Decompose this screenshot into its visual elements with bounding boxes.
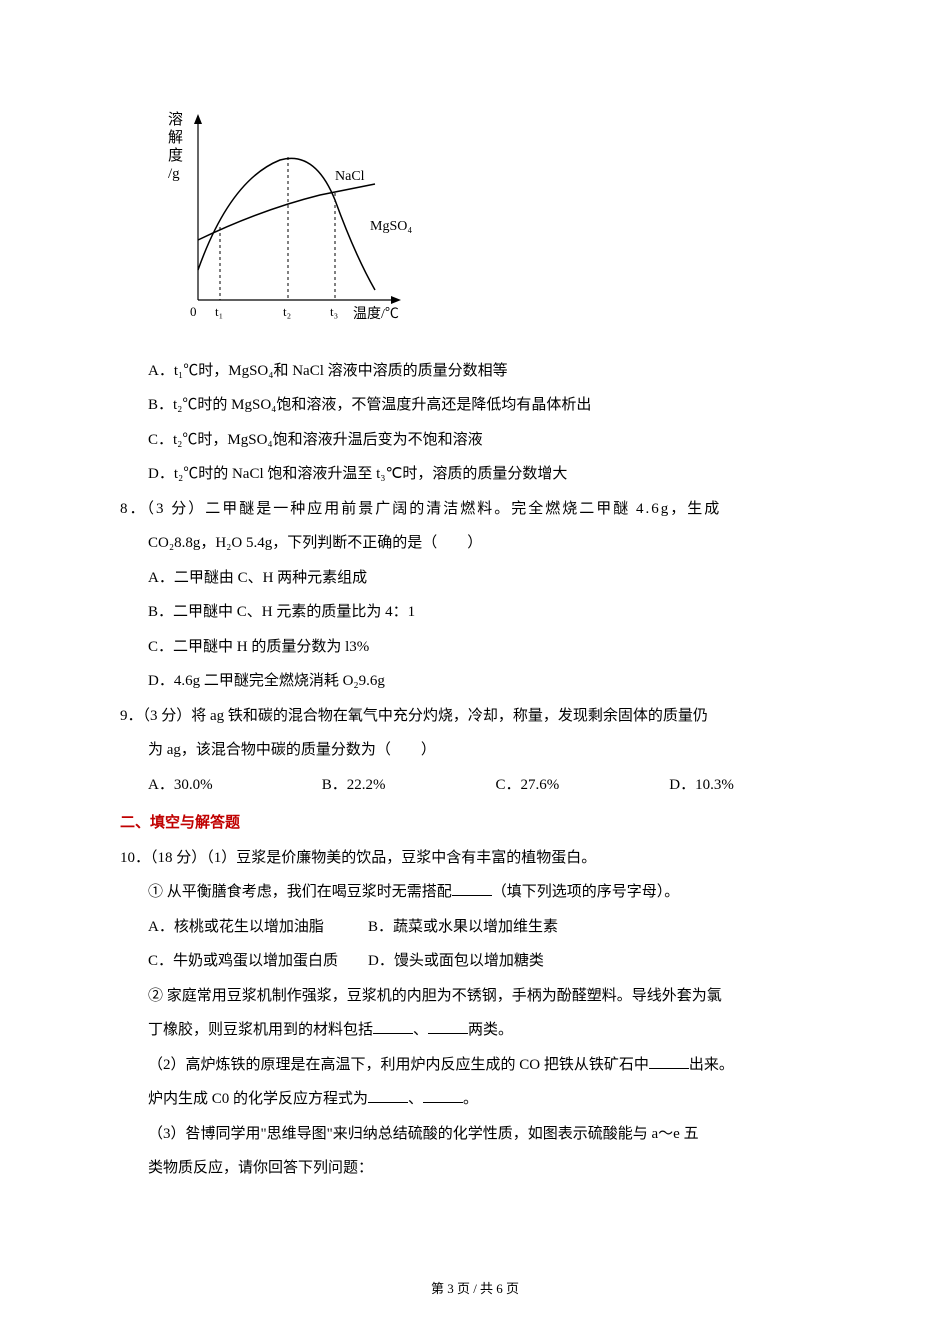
q7-option-a: A．t₁℃时，MgSO₄和 NaCl 溶液中溶质的质量分数相等 bbox=[148, 354, 830, 389]
q9-option-d: D．10.3% bbox=[669, 768, 734, 803]
mgso4-label: MgSO₄ bbox=[370, 219, 412, 234]
q10-blank2 bbox=[373, 1019, 413, 1034]
q10-circ2b-pre: 丁橡胶，则豆浆机用到的材料包括 bbox=[148, 1022, 373, 1038]
q10-circ1-pre: ① 从平衡膳食考虑，我们在喝豆浆时无需搭配 bbox=[148, 884, 452, 900]
q8-stem-line2: CO₂8.8g，H₂O 5.4g，下列判断不正确的是（ ） bbox=[148, 526, 830, 561]
q9-options: A．30.0% B．22.2% C．27.6% D．10.3% bbox=[148, 768, 830, 803]
q10-option-a: A．核桃或花生以增加油脂 bbox=[148, 910, 368, 945]
q8-option-a: A．二甲醚由 C、H 两种元素组成 bbox=[148, 561, 830, 596]
q10-circ1-post: （填下列选项的序号字母）。 bbox=[492, 884, 680, 900]
q7-option-c: C．t₂℃时，MgSO₄饱和溶液升温后变为不饱和溶液 bbox=[148, 423, 830, 458]
q10-circ2b-post: 两类。 bbox=[468, 1022, 513, 1038]
xtick-t1: t₁ bbox=[215, 304, 223, 319]
q10-line1: 10．（18 分）（1）豆浆是价廉物美的饮品，豆浆中含有丰富的植物蛋白。 bbox=[120, 841, 830, 876]
q9-stem-line2: 为 ag，该混合物中碳的质量分数为（ ） bbox=[148, 733, 830, 768]
q10-blank3 bbox=[428, 1019, 468, 1034]
q10-option-c: C．牛奶或鸡蛋以增加蛋白质 bbox=[148, 944, 368, 979]
q8-stem-line1: 8．（3 分）二甲醚是一种应用前景广阔的清洁燃料。完全燃烧二甲醚 4.6g，生成 bbox=[120, 492, 830, 527]
q10-circ2b-mid: 、 bbox=[413, 1022, 428, 1038]
x-arrow bbox=[391, 296, 401, 304]
y-arrow bbox=[194, 114, 202, 124]
solubility-chart: 溶 解 度 /g NaCl MgSO₄ 0 t₁ t₂ t₃ 温度/℃ bbox=[160, 100, 830, 344]
q10-circ2a: ② 家庭常用豆浆机制作强浆，豆浆机的内胆为不锈钢，手柄为酚醛塑料。导线外套为氯 bbox=[148, 979, 830, 1014]
ylabel-char2: 解 bbox=[168, 129, 183, 146]
nacl-label: NaCl bbox=[335, 169, 365, 184]
q7-option-b: B．t₂℃时的 MgSO₄饱和溶液，不管温度升高还是降低均有晶体析出 bbox=[148, 388, 830, 423]
q7-option-d: D．t₂℃时的 NaCl 饱和溶液升温至 t₃℃时，溶质的质量分数增大 bbox=[148, 457, 830, 492]
q10-blank1 bbox=[452, 881, 492, 896]
q10-option-b: B．蔬菜或水果以增加维生素 bbox=[368, 919, 558, 935]
chart-svg: 溶 解 度 /g NaCl MgSO₄ 0 t₁ t₂ t₃ 温度/℃ bbox=[160, 100, 420, 330]
q8-option-c: C．二甲醚中 H 的质量分数为 l3% bbox=[148, 630, 830, 665]
ylabel-char4: /g bbox=[168, 166, 180, 182]
q8-option-b: B．二甲醚中 C、H 元素的质量比为 4：1 bbox=[148, 595, 830, 630]
q10-option-d: D．馒头或面包以增加糖类 bbox=[368, 953, 544, 969]
q10-part3b: 类物质反应，请你回答下列问题： bbox=[148, 1151, 830, 1186]
section-2-header: 二、填空与解答题 bbox=[120, 806, 830, 841]
xtick-t2: t₂ bbox=[283, 304, 291, 319]
q10-part2-pre: （2）高炉炼铁的原理是在高温下，利用炉内反应生成的 CO 把铁从铁矿石中 bbox=[148, 1057, 649, 1073]
xtick-t3: t₃ bbox=[330, 304, 338, 319]
q10-blank6 bbox=[423, 1088, 463, 1103]
q9-option-b: B．22.2% bbox=[322, 768, 492, 803]
xlabel: 温度/℃ bbox=[353, 306, 399, 322]
q10-part2-post: 出来。 bbox=[689, 1057, 734, 1073]
q9-option-a: A．30.0% bbox=[148, 768, 318, 803]
q10-circ2b: 丁橡胶，则豆浆机用到的材料包括 、 两类。 bbox=[148, 1013, 830, 1048]
q10-part2b-mid: 、 bbox=[408, 1091, 423, 1107]
q10-part3a: （3）咎博同学用"思维导图"来归纳总结硫酸的化学性质，如图表示硫酸能与 a～e … bbox=[148, 1117, 830, 1152]
ylabel-char1: 溶 bbox=[168, 111, 183, 128]
q10-circ1: ① 从平衡膳食考虑，我们在喝豆浆时无需搭配 （填下列选项的序号字母）。 bbox=[148, 875, 830, 910]
q8-option-d: D．4.6g 二甲醚完全燃烧消耗 O₂9.6g bbox=[148, 664, 830, 699]
q10-part2: （2）高炉炼铁的原理是在高温下，利用炉内反应生成的 CO 把铁从铁矿石中 出来。 bbox=[148, 1048, 830, 1083]
page-footer: 第 3 页 / 共 6 页 bbox=[0, 1274, 950, 1304]
q10-blank5 bbox=[368, 1088, 408, 1103]
q9-stem-line1: 9．（3 分）将 ag 铁和碳的混合物在氧气中充分灼烧，冷却，称量，发现剩余固体… bbox=[120, 699, 830, 734]
q10-part2b-pre: 炉内生成 C0 的化学反应方程式为 bbox=[148, 1091, 368, 1107]
q10-options-ab: A．核桃或花生以增加油脂B．蔬菜或水果以增加维生素 bbox=[148, 910, 830, 945]
q10-options-cd: C．牛奶或鸡蛋以增加蛋白质D．馒头或面包以增加糖类 bbox=[148, 944, 830, 979]
ylabel-char3: 度 bbox=[168, 147, 183, 164]
q9-option-c: C．27.6% bbox=[496, 768, 666, 803]
q10-part2b: 炉内生成 C0 的化学反应方程式为 、 。 bbox=[148, 1082, 830, 1117]
xtick-0: 0 bbox=[190, 304, 197, 319]
q10-part2b-post: 。 bbox=[463, 1091, 478, 1107]
q10-blank4 bbox=[649, 1054, 689, 1069]
